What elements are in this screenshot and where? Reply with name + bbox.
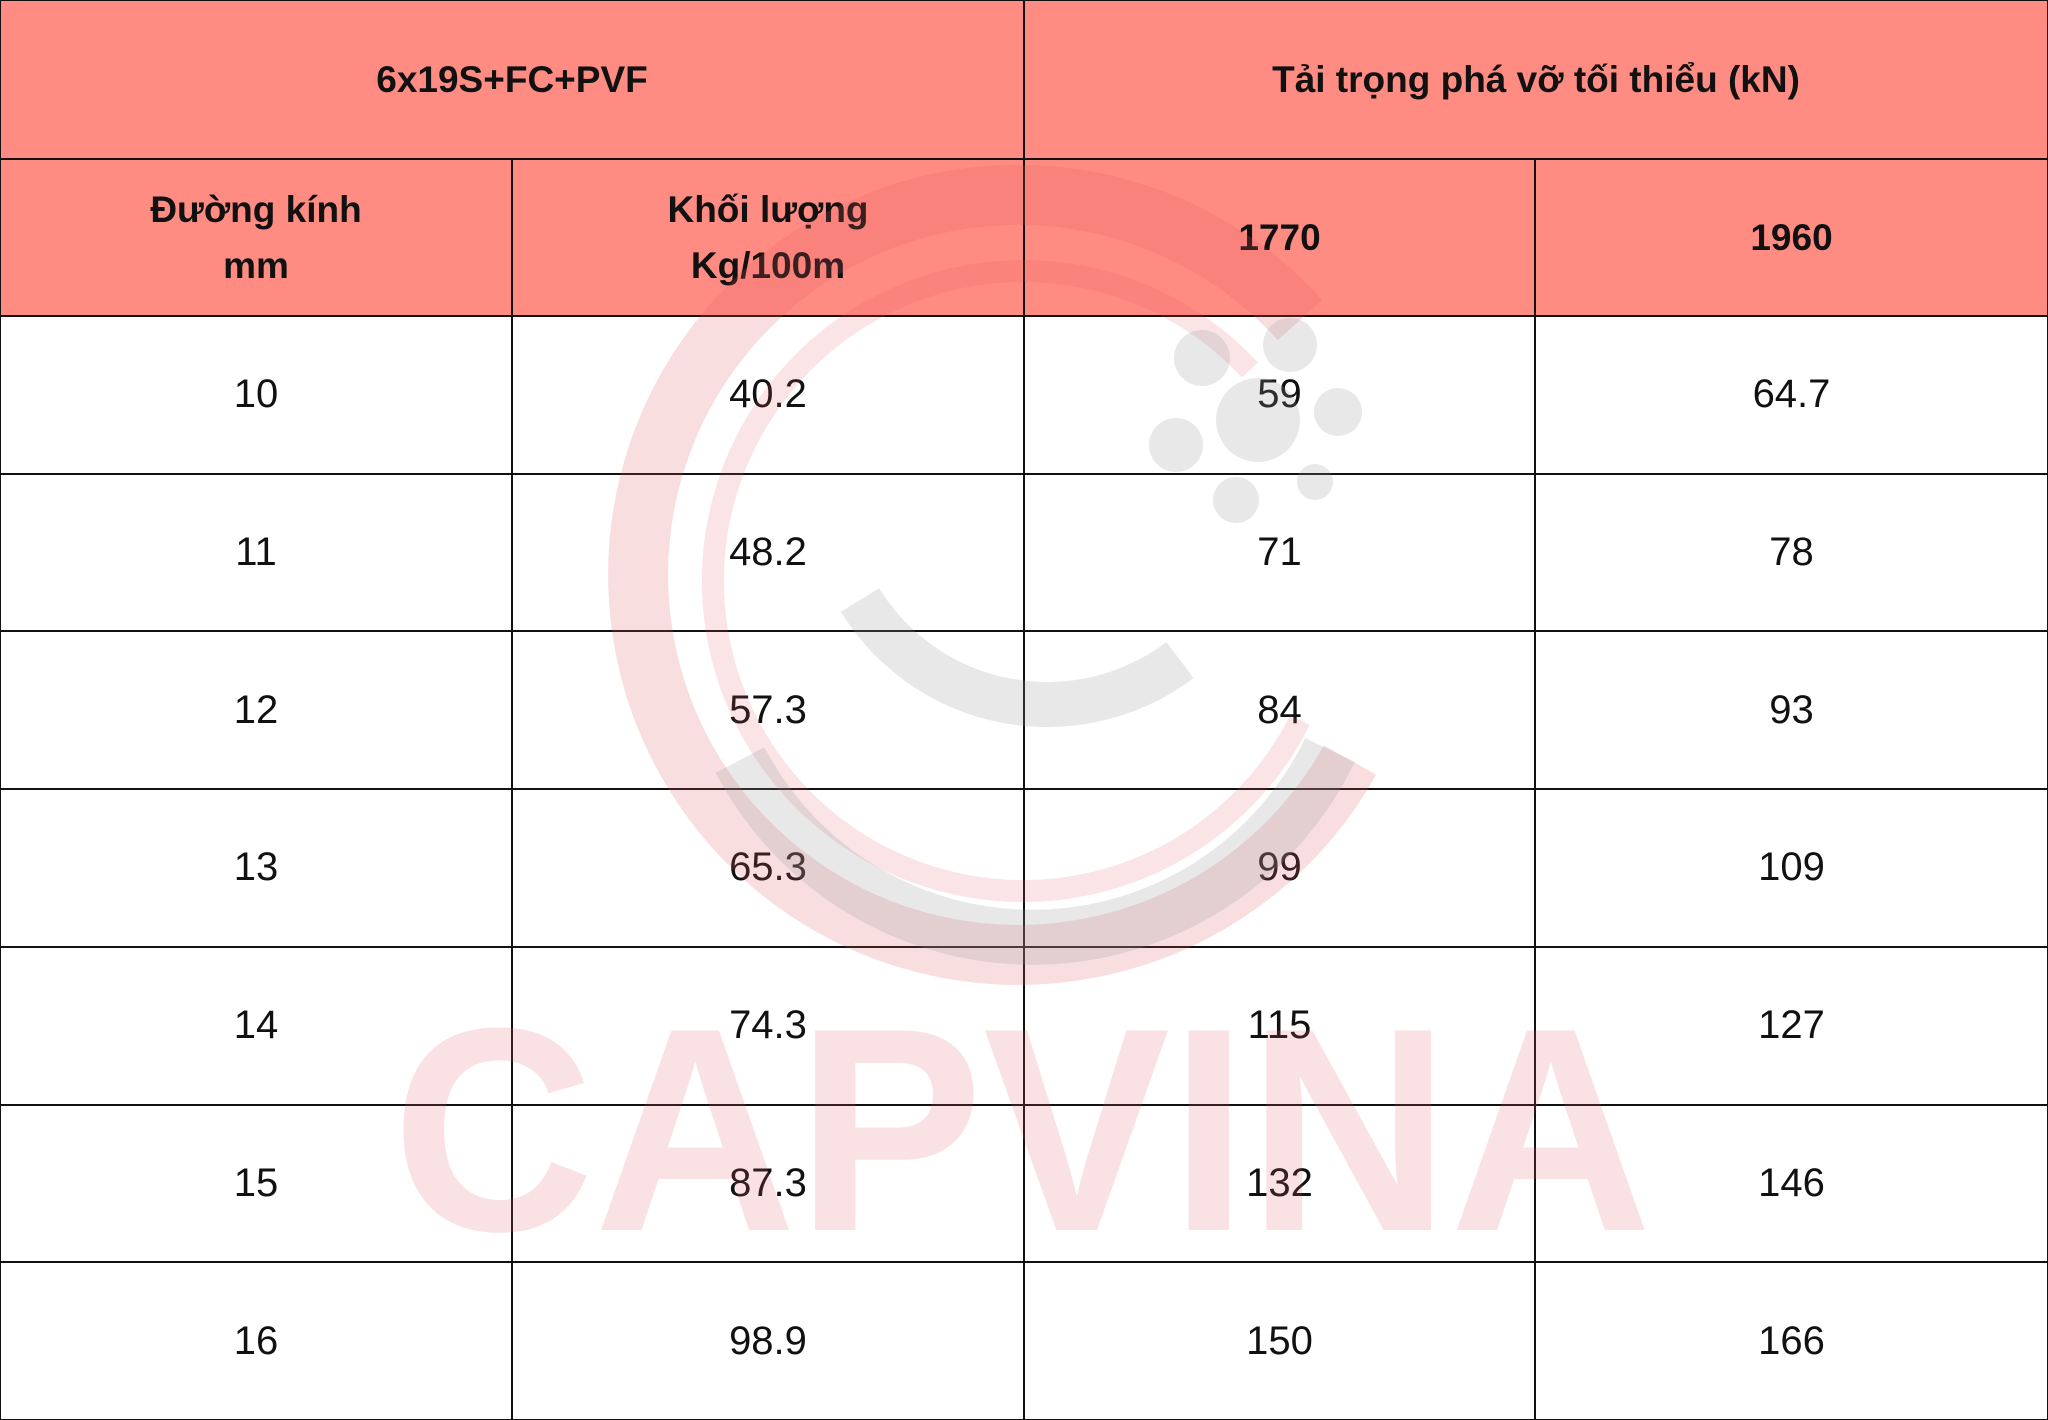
cell-text: 71	[1257, 530, 1302, 575]
table-cell: 13	[0, 789, 512, 947]
table-cell: 84	[1024, 631, 1535, 790]
column-header: 1770	[1024, 159, 1535, 316]
table-cell: 71	[1024, 473, 1535, 632]
table-cell: 93	[1535, 631, 2048, 790]
cell-text: 40.2	[729, 372, 807, 417]
header-text: Khối lượng	[667, 189, 869, 230]
table-cell: 78	[1535, 473, 2048, 632]
table-cell: 16	[0, 1262, 512, 1420]
cell-text: 146	[1758, 1160, 1825, 1205]
table-cell: 65.3	[512, 789, 1024, 947]
table-cell: 40.2	[512, 316, 1024, 474]
table-cell: 150	[1024, 1262, 1535, 1420]
table-cell: 99	[1024, 789, 1535, 947]
cell-text: 84	[1257, 687, 1302, 732]
cell-text: 115	[1247, 1003, 1312, 1048]
cell-text: 48.2	[729, 530, 807, 575]
table-cell: 98.9	[512, 1262, 1024, 1420]
header-text: Tải trọng phá vỡ tối thiểu (kN)	[1272, 58, 1800, 100]
table-cell: 74.3	[512, 946, 1024, 1105]
group-header: 6x19S+FC+PVF	[0, 0, 1024, 159]
cell-text: 132	[1246, 1160, 1313, 1205]
table-cell: 57.3	[512, 631, 1024, 790]
cell-text: 150	[1246, 1318, 1313, 1363]
table-cell: 15	[0, 1104, 512, 1263]
column-header: 1960	[1535, 159, 2048, 316]
header-text: 6x19S+FC+PVF	[376, 58, 648, 100]
table-cell: 146	[1535, 1104, 2048, 1263]
table-cell: 10	[0, 316, 512, 474]
cell-text: 14	[233, 1003, 279, 1048]
cell-text: 166	[1758, 1318, 1825, 1363]
header-text: Kg/100m	[690, 244, 846, 286]
cell-text: 11	[235, 530, 277, 575]
table-cell: 48.2	[512, 473, 1024, 632]
header-text: Đường kính	[150, 189, 362, 230]
table-cell: 132	[1024, 1104, 1535, 1263]
cell-text: 74.3	[729, 1003, 807, 1048]
table-cell: 59	[1024, 316, 1535, 474]
table-cell: 127	[1535, 946, 2048, 1105]
group-header: Tải trọng phá vỡ tối thiểu (kN)	[1024, 0, 2048, 159]
table-cell: 11	[0, 473, 512, 632]
cell-text: 78	[1769, 530, 1814, 575]
table-cell: 109	[1535, 789, 2048, 947]
cell-text: 57.3	[729, 687, 807, 732]
table-cell: 12	[0, 631, 512, 790]
cell-text: 99	[1257, 845, 1302, 890]
cell-text: 15	[233, 1160, 279, 1205]
column-header: Đường kính mm	[0, 159, 512, 316]
cell-text: 59	[1257, 372, 1302, 417]
table-cell: 166	[1535, 1262, 2048, 1420]
cell-text: 65.3	[729, 845, 807, 890]
cell-text: 12	[233, 687, 279, 732]
column-header: Khối lượng Kg/100m	[512, 159, 1024, 316]
cell-text: 127	[1758, 1003, 1825, 1048]
cell-text: 16	[233, 1318, 279, 1363]
cell-text: 93	[1769, 687, 1814, 732]
cell-text: 109	[1758, 845, 1825, 890]
cell-text: 10	[233, 372, 279, 417]
header-text: mm	[223, 244, 289, 286]
table-cell: 64.7	[1535, 316, 2048, 474]
cell-text: 98.9	[729, 1318, 807, 1363]
cell-text: 13	[233, 845, 279, 890]
cell-text: 64.7	[1752, 372, 1831, 417]
table-cell: 115	[1024, 946, 1535, 1105]
table-cell: 14	[0, 946, 512, 1105]
table-cell: 87.3	[512, 1104, 1024, 1263]
cell-text: 87.3	[729, 1160, 807, 1205]
header-text: 1960	[1750, 216, 1833, 258]
header-text: 1770	[1238, 216, 1321, 258]
